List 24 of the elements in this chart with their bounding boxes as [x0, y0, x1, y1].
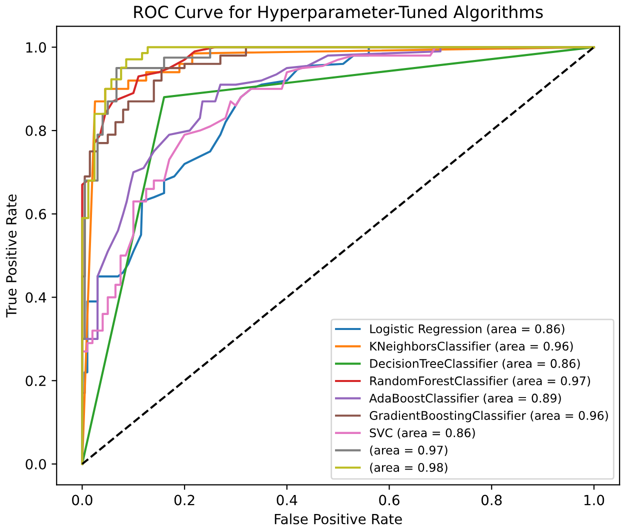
legend-label: (area = 0.97) [370, 445, 448, 456]
x-tick-label: 1.0 [584, 494, 604, 506]
y-tick-label: 0.0 [26, 458, 46, 470]
y-tick-label: 0.2 [26, 376, 46, 386]
y-tick-label: 0.4 [26, 292, 46, 303]
x-tick-label: 0.0 [72, 494, 92, 506]
legend-label: SVC (area = 0.86) [370, 428, 475, 439]
x-axis-title: False Positive Rate [274, 514, 402, 524]
chart-title: ROC Curve for Hyperparameter-Tuned Algorithms [134, 5, 543, 22]
legend-label: DecisionTreeClassifier (area = 0.86) [370, 358, 580, 370]
y-tick-label: 1.0 [26, 42, 46, 53]
x-tick-label: 0.2 [174, 494, 194, 506]
legend-label: AdaBoostClassifier (area = 0.89) [369, 393, 561, 404]
legend-label: (area = 0.98) [370, 462, 448, 474]
y-tick-label: 0.6 [26, 208, 46, 220]
y-axis-title: True Positive Rate [6, 194, 17, 318]
x-tick-label: 0.8 [481, 494, 502, 506]
legend-label: RandomForestClassifier (area = 0.97) [370, 376, 590, 387]
x-tick-label: 0.6 [379, 494, 400, 506]
x-tick-label: 0.4 [276, 494, 298, 506]
legend-label: Logistic Regression (area = 0.86) [370, 324, 564, 336]
legend-label: KNeighborsClassifier (area = 0.96) [370, 341, 573, 353]
y-tick-label: 0.8 [26, 126, 46, 136]
legend-label: GradientBoostingClassifier (area = 0.96) [370, 410, 608, 422]
